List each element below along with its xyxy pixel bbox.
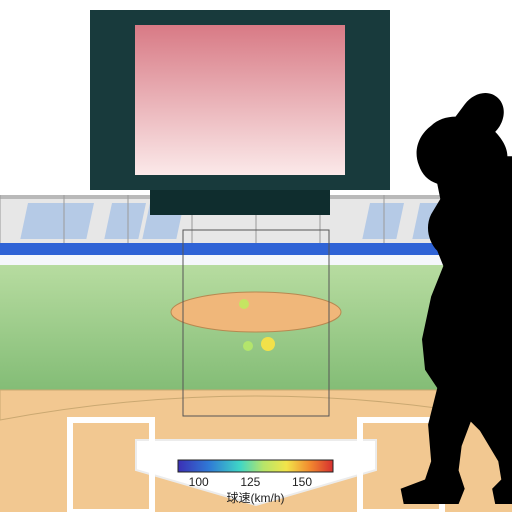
pitch-chart-svg: 100 125 150 球速(km/h) xyxy=(0,0,512,512)
pitch-marker xyxy=(239,299,249,309)
pitch-location-chart: 100 125 150 球速(km/h) xyxy=(0,0,512,512)
pitchers-mound xyxy=(171,292,341,332)
legend-tick: 100 xyxy=(189,475,209,489)
scoreboard-screen xyxy=(135,25,345,175)
legend-tick: 125 xyxy=(240,475,260,489)
legend-label: 球速(km/h) xyxy=(227,491,285,505)
pitch-marker xyxy=(261,337,275,351)
legend-tick: 150 xyxy=(292,475,312,489)
pitch-marker xyxy=(243,341,253,351)
